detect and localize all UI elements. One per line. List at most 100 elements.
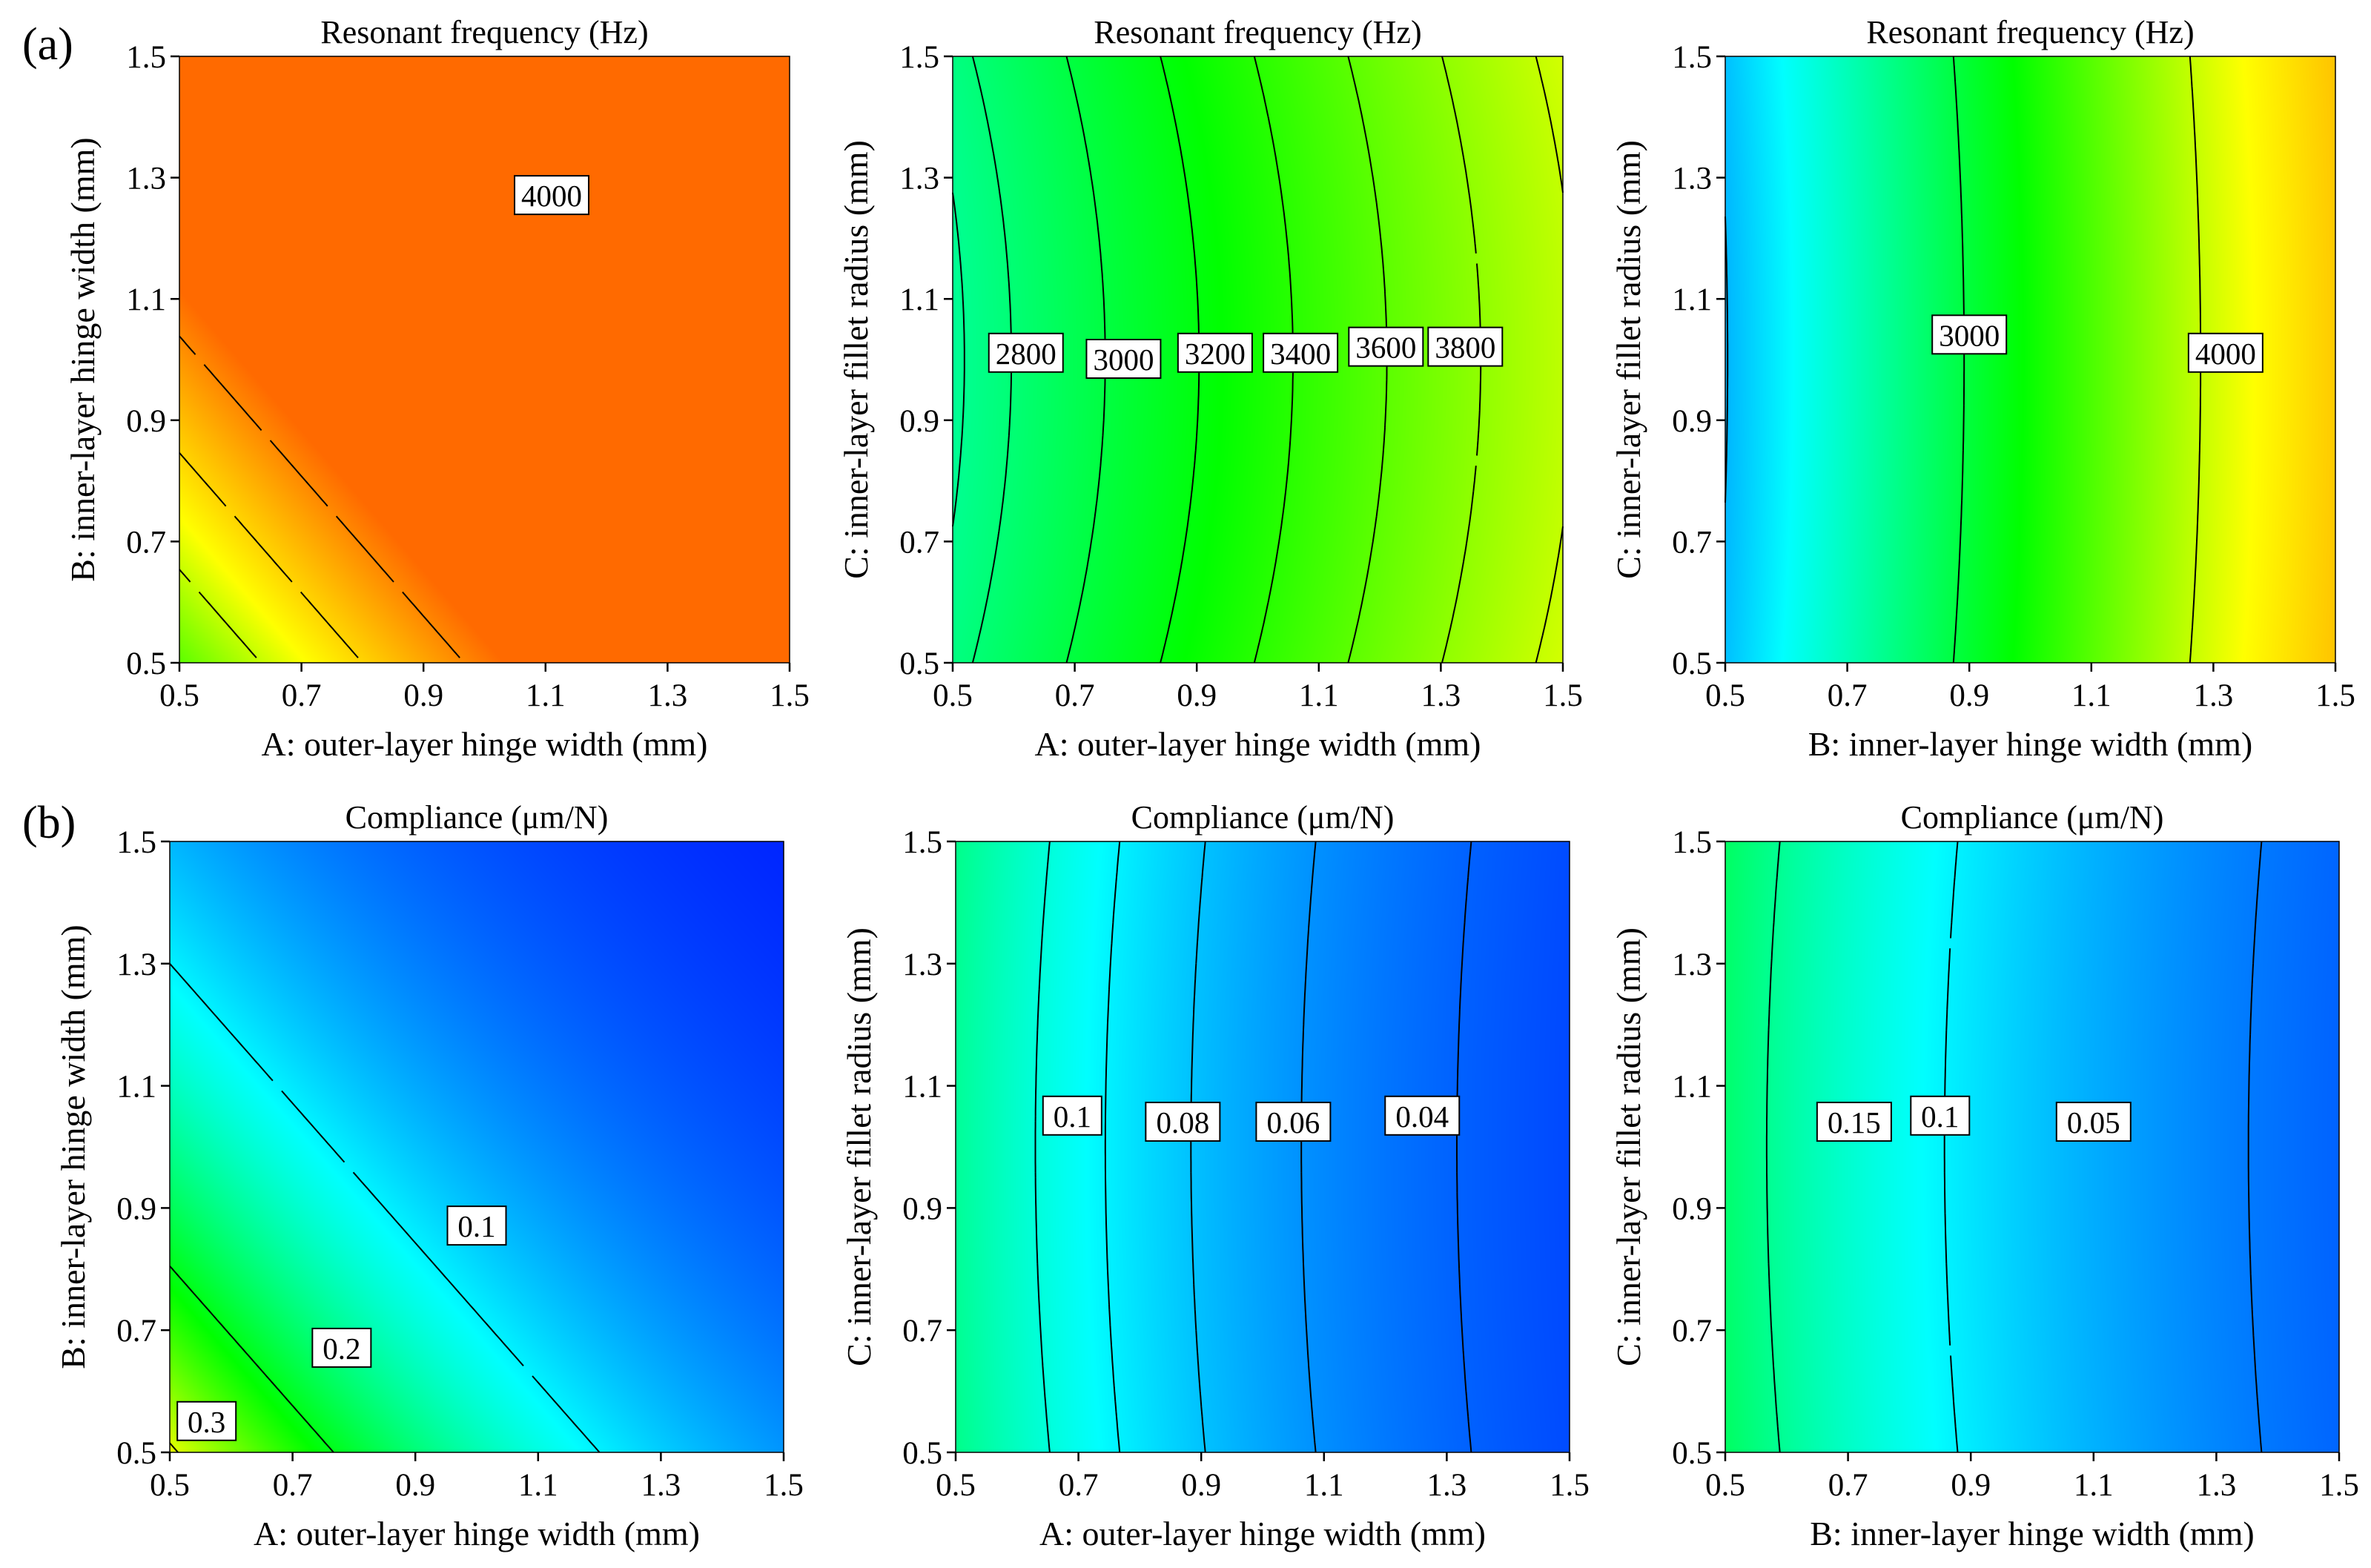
contour-lines [169,963,601,1453]
x-axis-label: B: inner-layer hinge width (mm) [1810,1515,2254,1552]
x-tick-label: 0.9 [1949,678,1989,713]
y-tick-label: 0.9 [116,1191,156,1226]
plot-b2: Compliance (μm/N)0.5 0.7 0.9 1.1 1.3 1.50.50.… [840,799,1590,1552]
y-tick-label: 1.1 [116,1070,156,1105]
contour-label-text: 3000 [1093,343,1154,377]
contour-label: 0.08 [1145,1102,1221,1142]
contour-lines [179,335,460,658]
x-tick-label: 1.1 [2071,678,2112,713]
plot-frame [1724,841,2340,1453]
contour-label-box [1263,332,1339,373]
y-tick-label: 0.7 [1672,525,1712,560]
x-tick-label: 1.1 [1304,1468,1344,1503]
x-tick-label: 0.5 [159,678,199,713]
contour-label-box [2055,1102,2132,1142]
x-tick-label: 1.1 [1299,678,1339,713]
y-tick-label: 0.9 [1672,404,1712,439]
y-axis-label: B: inner-layer hinge width (mm) [64,137,102,581]
contour-line [1034,841,1051,1453]
contour-labels: 0.1 0.08 0.06 0.04 [1042,1095,1461,1142]
contour-label: 0.05 [2055,1102,2132,1142]
x-tick-label: 1.3 [1427,1468,1467,1503]
y-tick-label: 1.5 [1672,825,1712,860]
plot-a2: Resonant frequency (Hz) 0.5 0.7 0.9 1.1 1.3 1.… [837,14,1583,763]
heatmap-area [170,841,784,1452]
contour-line [1765,841,1781,1453]
contour-label-box [2187,332,2263,373]
contour-label-text: 2800 [996,337,1056,371]
contour-label-box [1816,1102,1892,1142]
heatmap-area [179,56,790,663]
contour-line [1441,56,1482,664]
y-tick-label: 1.5 [902,825,942,860]
contour-label-text: 0.1 [457,1209,495,1243]
x-tick-label: 1.3 [641,1468,681,1503]
y-tick-label: 1.3 [1672,947,1712,982]
y-tick-label: 0.7 [902,1314,942,1349]
plot-frame [179,56,790,664]
contour-label: 4000 [2187,332,2263,373]
heatmap-area [1725,841,2339,1452]
contour-label-text: 0.2 [323,1332,360,1366]
contour-line [1104,841,1121,1453]
contour-labels: 0.15 0.1 0.05 [1816,1095,2132,1142]
contour-label: 0.04 [1384,1095,1461,1136]
contour-line [1253,56,1294,664]
contour-labels: 4000 [514,175,590,216]
plot-a1: Resonant frequency (Hz) 0.5 0.7 0.9 1.1 1.3 1.… [64,14,810,763]
y-tick-label: 0.9 [1672,1191,1712,1226]
x-tick-label: 0.5 [1705,1468,1745,1503]
x-tick-label: 0.7 [1828,1468,1868,1503]
plot-b1: Compliance (μm/N)0.5 0.7 0.9 1.1 1.3 1.50.50.… [54,799,804,1552]
plot-frame [169,841,784,1453]
y-tick-label: 1.1 [902,1070,942,1105]
contour-label: 3200 [1177,332,1253,373]
contour-line [2189,56,2202,664]
axis-ticks: 0.5 0.7 0.9 1.1 1.3 1.5 0.5 0.7 0.9 1.1 1.3 1.5 [116,825,804,1503]
x-tick-label: 0.5 [936,1468,976,1503]
x-axis-label: A: outer-layer hinge width (mm) [254,1515,700,1552]
contour-line [169,1442,179,1453]
contour-label: 0.2 [311,1327,372,1368]
axis-ticks: 0.5 0.7 0.9 1.1 1.3 1.5 0.5 0.7 0.9 1.1 1.3 1.5 [1672,825,2359,1503]
contour-label: 0.15 [1816,1102,1892,1142]
contour-label-box [514,175,590,216]
y-tick-label: 0.9 [902,1191,942,1226]
contour-label: 0.1 [446,1205,507,1246]
contour-label-box [1931,314,2008,355]
y-axis-label: C: inner-layer fillet radius (mm) [837,140,875,579]
contour-line [179,569,257,658]
contour-line [2247,841,2263,1453]
plot-title: Resonant frequency (Hz) [1866,14,2194,50]
y-tick-label: 0.7 [116,1314,156,1349]
y-tick-label: 0.5 [899,646,939,681]
y-axis-label: C: inner-layer fillet radius (mm) [1610,927,1647,1366]
contour-line [1160,56,1200,664]
contour-lines [1034,841,1472,1453]
contour-label-text: 0.05 [2067,1105,2120,1139]
plot-title: Compliance (μm/N) [345,799,609,836]
x-tick-label: 1.1 [2074,1468,2114,1503]
axis-ticks: 0.5 0.7 0.9 1.1 1.3 1.5 0.5 0.7 0.9 1.1 1.3 1.5 [126,40,810,713]
plot-a3: Resonant frequency (Hz) 0.5 0.7 0.9 1.1 1.3 1.… [1610,14,2355,763]
contour-label-box [1384,1095,1461,1136]
x-tick-label: 1.3 [2197,1468,2237,1503]
x-tick-label: 1.5 [764,1468,804,1503]
contour-label: 4000 [514,175,590,216]
contour-line [1535,56,1564,664]
x-tick-label: 1.3 [1421,678,1461,713]
y-tick-label: 0.5 [116,1436,156,1471]
y-tick-label: 1.3 [126,162,166,196]
contour-label-text: 4000 [521,179,582,213]
y-tick-label: 1.3 [1672,162,1712,196]
contour-label-box [1145,1102,1221,1142]
x-tick-label: 1.3 [648,678,688,713]
contour-label-text: 3000 [1939,318,2000,352]
contour-line [179,335,460,658]
contour-label-text: 0.3 [188,1405,225,1439]
x-tick-label: 0.7 [1059,1468,1099,1503]
contour-labels: 3000 4000 [1931,314,2263,373]
y-tick-label: 0.9 [126,404,166,439]
plot-frame [955,841,1570,1453]
